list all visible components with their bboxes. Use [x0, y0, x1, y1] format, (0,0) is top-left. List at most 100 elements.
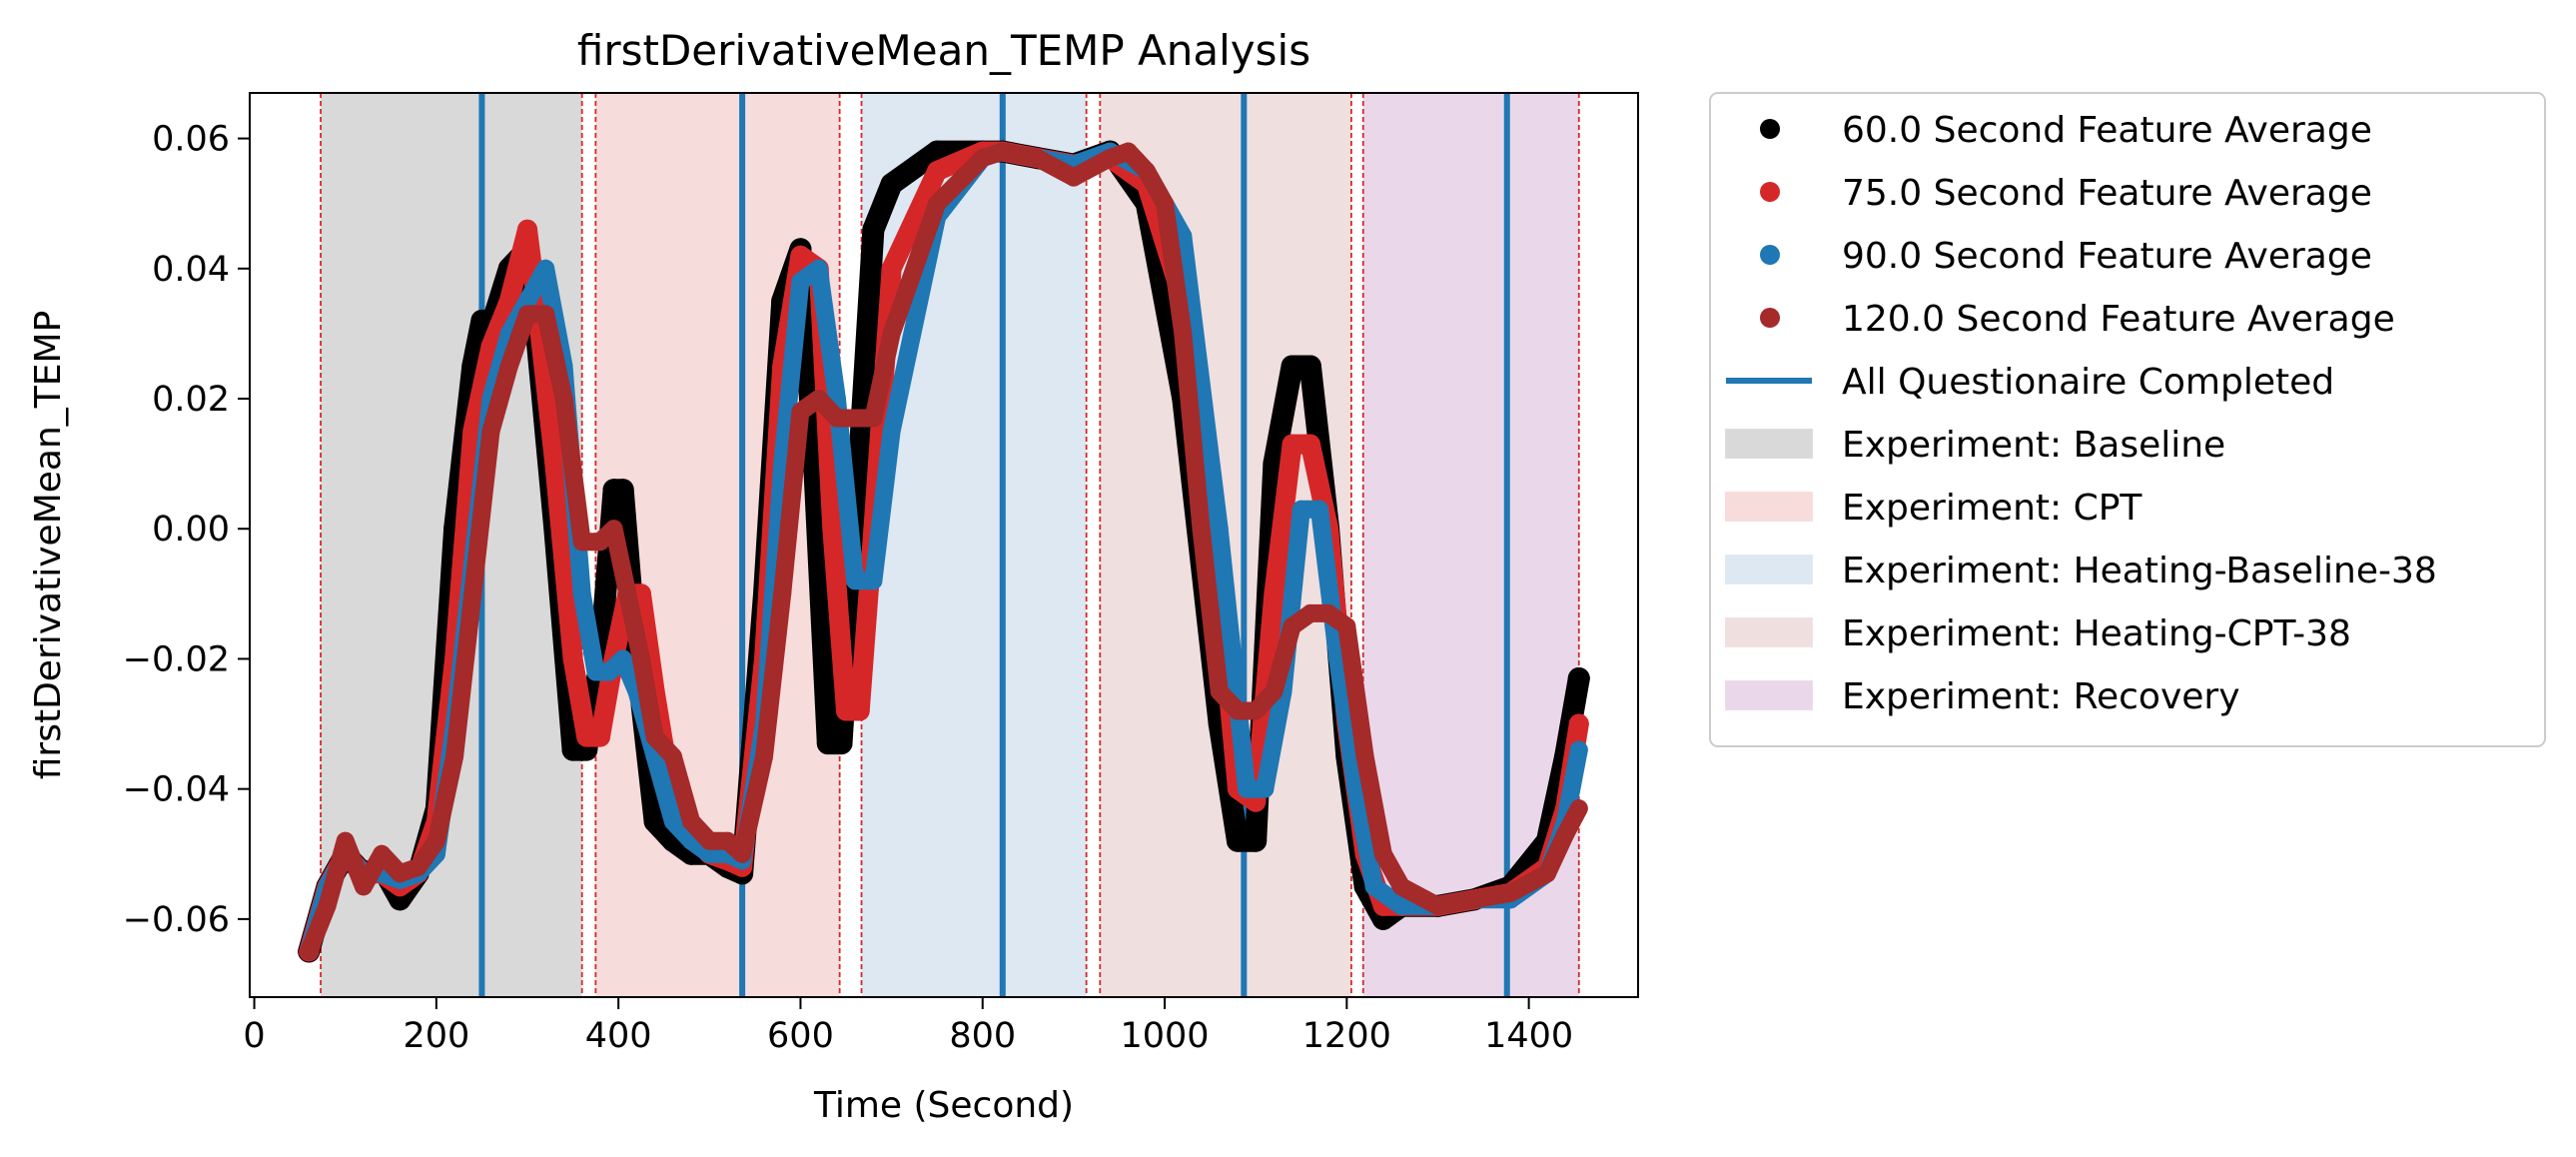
data-point — [1256, 779, 1275, 798]
data-point — [882, 324, 901, 343]
data-point — [1064, 168, 1083, 187]
legend-marker — [1760, 245, 1780, 265]
data-point — [1226, 829, 1249, 852]
legend-marker — [1725, 429, 1813, 459]
data-point — [1355, 747, 1374, 766]
data-point — [586, 662, 605, 681]
data-point — [928, 194, 947, 213]
legend-marker — [1760, 119, 1780, 139]
data-point — [1373, 844, 1392, 863]
data-point — [463, 584, 482, 603]
data-point — [499, 357, 518, 376]
data-point — [822, 519, 843, 540]
legend-entry: 60.0 Second Feature Average — [1760, 110, 2372, 151]
plot-frame — [249, 92, 1639, 998]
x-axis-ticks: 0 200 400 600 800 1000 1200 1400 — [243, 997, 1573, 1056]
data-point — [682, 812, 701, 831]
data-point — [589, 726, 610, 747]
legend-label: Experiment: Heating-Baseline-38 — [1842, 551, 2437, 591]
data-point — [1501, 883, 1520, 902]
data-point — [1282, 434, 1302, 455]
legend-entry: Experiment: CPT — [1725, 488, 2143, 529]
legend-label: 90.0 Second Feature Average — [1842, 236, 2372, 277]
data-point — [409, 857, 428, 876]
x-tick-label: 400 — [585, 1016, 652, 1056]
data-point — [1156, 194, 1175, 213]
data-point — [1309, 500, 1328, 519]
data-point — [1337, 616, 1356, 635]
data-point — [791, 403, 810, 422]
data-point — [973, 149, 992, 168]
legend-marker — [1760, 182, 1780, 202]
legend-label: Experiment: Baseline — [1842, 425, 2225, 466]
legend-label: Experiment: Heating-CPT-38 — [1842, 613, 2351, 654]
data-point — [427, 831, 445, 850]
data-point — [1192, 520, 1211, 539]
data-point — [1119, 142, 1138, 161]
data-point — [773, 584, 792, 603]
data-point — [600, 662, 619, 681]
data-point — [544, 454, 565, 475]
data-point — [618, 584, 637, 603]
data-point — [604, 520, 623, 539]
data-point — [1028, 149, 1047, 168]
data-point — [1299, 434, 1320, 455]
data-point — [1265, 681, 1284, 700]
data-point — [1364, 877, 1383, 896]
data-point — [1569, 740, 1588, 759]
legend-label: All Questionaire Completed — [1842, 362, 2334, 403]
data-point — [663, 747, 682, 766]
legend-entry: Experiment: Heating-CPT-38 — [1725, 613, 2351, 654]
legend-marker — [1760, 308, 1780, 328]
legend-entry: Experiment: Recovery — [1725, 676, 2240, 717]
series-group — [298, 140, 1590, 963]
data-point — [1228, 701, 1247, 720]
data-point — [1568, 713, 1589, 734]
data-point — [1101, 149, 1120, 168]
data-point — [790, 245, 811, 266]
data-point — [391, 864, 410, 883]
data-point — [1174, 324, 1193, 343]
legend-label: Experiment: Recovery — [1842, 676, 2240, 717]
data-point — [1556, 825, 1575, 844]
y-tick-label: −0.06 — [123, 900, 230, 940]
data-point — [1392, 877, 1411, 896]
data-point — [881, 258, 902, 279]
region-band — [861, 93, 1087, 997]
data-point — [882, 422, 901, 441]
data-point — [1291, 500, 1310, 519]
data-point — [830, 732, 853, 755]
y-axis-title: firstDerivativeMean_TEMP — [28, 311, 69, 780]
data-point — [611, 479, 634, 502]
data-point — [809, 390, 828, 409]
data-point — [373, 844, 392, 863]
data-point — [700, 831, 719, 850]
data-point — [927, 161, 948, 182]
data-point — [1537, 864, 1556, 883]
data-point — [1300, 603, 1319, 622]
data-point — [849, 700, 870, 721]
data-point — [576, 726, 597, 747]
data-point — [498, 291, 519, 312]
data-point — [613, 649, 632, 668]
x-axis-title: Time (Second) — [813, 1085, 1074, 1126]
legend-marker — [1725, 492, 1813, 522]
data-point — [1392, 896, 1411, 915]
data-point — [1245, 829, 1268, 852]
data-point — [300, 942, 319, 961]
data-point — [718, 831, 737, 850]
data-point — [1346, 779, 1365, 798]
data-point — [809, 259, 828, 278]
data-point — [1137, 162, 1156, 181]
data-point — [862, 218, 885, 241]
data-point — [643, 810, 666, 833]
x-tick-label: 200 — [403, 1016, 469, 1056]
data-point — [1319, 603, 1338, 622]
data-point — [733, 844, 752, 863]
y-tick-label: −0.02 — [123, 639, 230, 679]
data-point — [836, 700, 857, 721]
data-point — [791, 272, 810, 291]
y-tick-label: 0.04 — [152, 250, 230, 290]
data-point — [754, 747, 773, 766]
legend-entry: Experiment: Heating-Baseline-38 — [1725, 551, 2437, 591]
